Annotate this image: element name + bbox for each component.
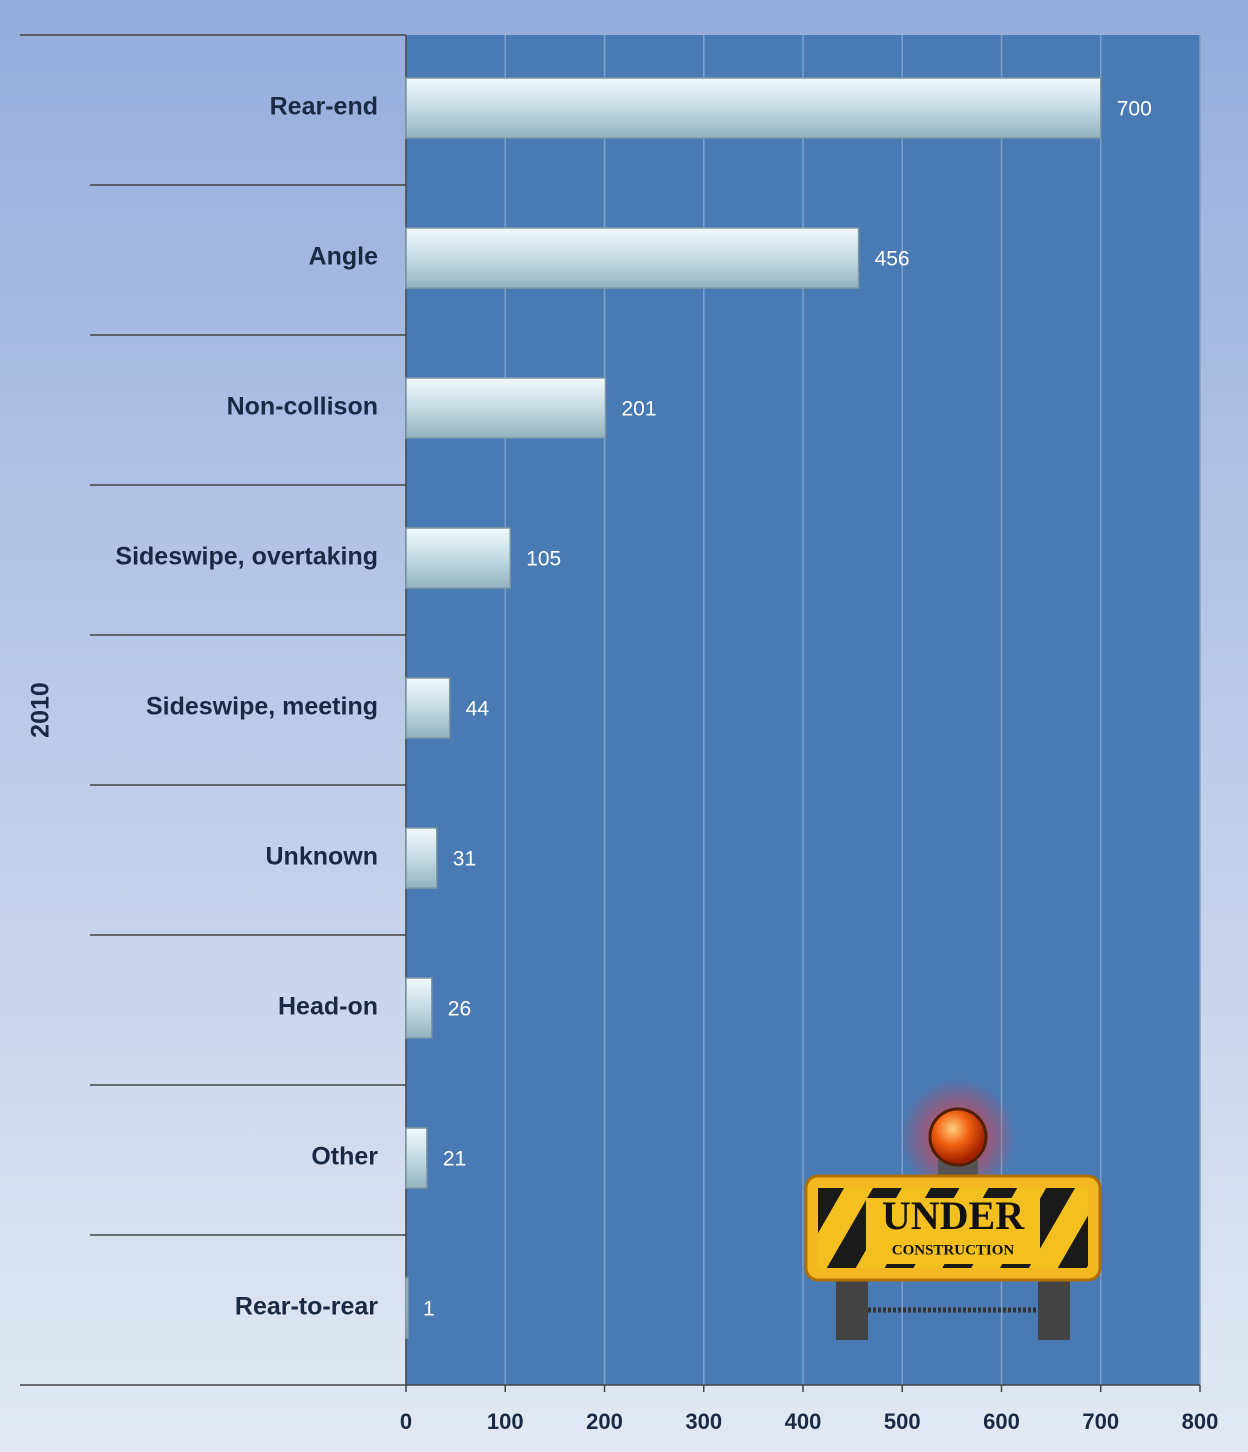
bar bbox=[405, 827, 438, 889]
x-tick-label: 700 bbox=[1082, 1409, 1119, 1434]
y-tick-label: Sideswipe, overtaking bbox=[115, 543, 378, 571]
group-label: 2010 bbox=[27, 682, 55, 738]
value-label: 456 bbox=[875, 248, 910, 271]
x-tick-label: 400 bbox=[785, 1409, 822, 1434]
bar bbox=[405, 77, 1102, 139]
value-label: 21 bbox=[443, 1148, 466, 1171]
sign-text: UNDER bbox=[882, 1193, 1025, 1238]
x-tick-label: 200 bbox=[586, 1409, 623, 1434]
y-tick-label: Other bbox=[311, 1143, 378, 1171]
y-tick-label: Rear-end bbox=[270, 93, 378, 121]
value-label: 105 bbox=[526, 548, 561, 571]
x-tick-label: 100 bbox=[487, 1409, 524, 1434]
x-tick-label: 0 bbox=[400, 1409, 412, 1434]
bar bbox=[405, 227, 860, 289]
value-label: 26 bbox=[448, 998, 471, 1021]
y-tick-label: Non-collison bbox=[227, 393, 378, 421]
value-label: 201 bbox=[621, 398, 656, 421]
bar bbox=[405, 677, 451, 739]
x-tick-label: 600 bbox=[983, 1409, 1020, 1434]
x-tick-label: 800 bbox=[1182, 1409, 1219, 1434]
value-label: 1 bbox=[423, 1298, 435, 1321]
y-tick-label: Rear-to-rear bbox=[235, 1293, 378, 1321]
x-tick-label: 300 bbox=[685, 1409, 722, 1434]
y-tick-label: Unknown bbox=[266, 843, 379, 871]
bar bbox=[405, 977, 433, 1039]
bar bbox=[405, 1127, 428, 1189]
bar bbox=[405, 527, 511, 589]
under-construction-sign: UNDER CONSTRUCTION bbox=[804, 1079, 1102, 1340]
y-tick-label: Head-on bbox=[278, 993, 378, 1021]
bar bbox=[405, 1277, 409, 1339]
value-label: 700 bbox=[1117, 98, 1152, 121]
y-tick-label: Sideswipe, meeting bbox=[146, 693, 378, 721]
y-tick-label: Angle bbox=[309, 243, 379, 271]
bar bbox=[405, 377, 607, 439]
value-label: 44 bbox=[466, 698, 490, 721]
x-tick-label: 500 bbox=[884, 1409, 921, 1434]
value-label: 31 bbox=[453, 848, 476, 871]
sign-text: CONSTRUCTION bbox=[892, 1242, 1015, 1258]
